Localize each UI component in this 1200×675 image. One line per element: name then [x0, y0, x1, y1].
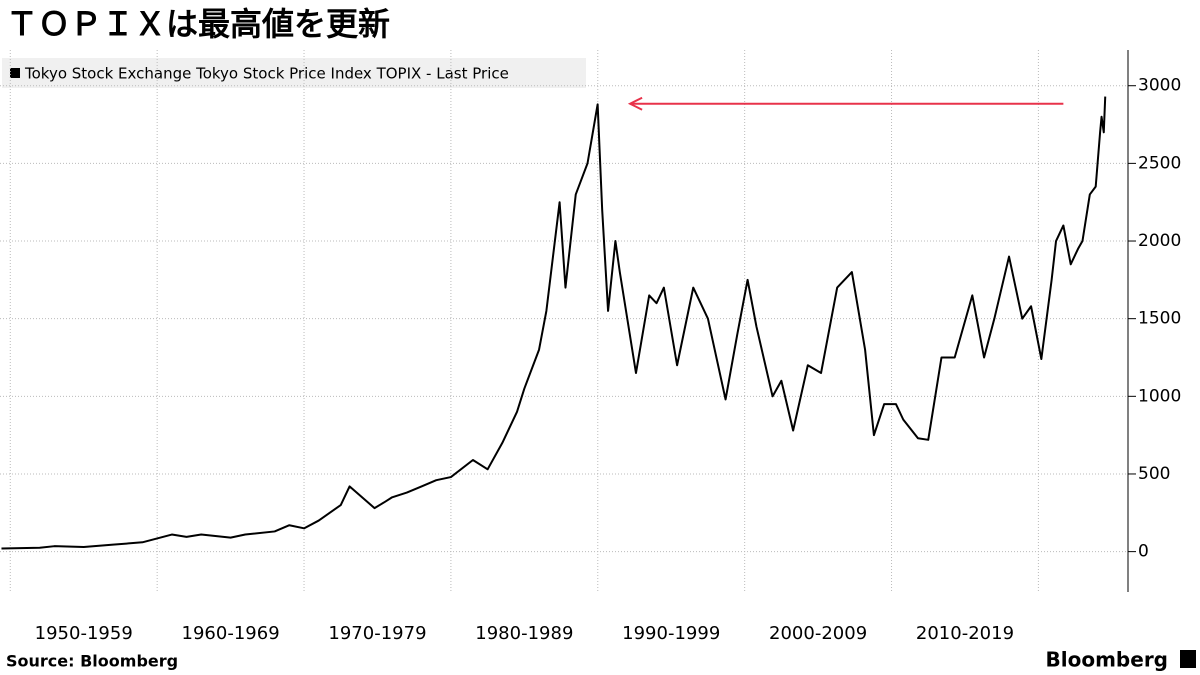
y-tick-label: 500 [1138, 464, 1170, 484]
x-tick-label: 1980-1989 [475, 623, 573, 644]
y-tick-label: 2500 [1138, 153, 1181, 173]
legend-label: Tokyo Stock Exchange Tokyo Stock Price I… [24, 65, 509, 83]
chart-title: ＴＯＰＩＸは最高値を更新 [6, 5, 390, 43]
y-tick-label: 0 [1138, 542, 1149, 562]
arrow-head [627, 96, 643, 111]
x-tick-label: 2000-2009 [769, 623, 867, 644]
legend-box [2, 58, 586, 88]
x-tick-label: 2010-2019 [916, 623, 1014, 644]
brand-icon [1180, 650, 1196, 668]
y-tick-label: 3000 [1138, 76, 1181, 96]
x-tick-label: 1960-1969 [182, 623, 280, 644]
source: Source: Bloomberg [6, 652, 178, 671]
data-line [1, 96, 1107, 550]
brand: Bloomberg [1046, 648, 1168, 672]
y-tick-label: 1500 [1138, 309, 1181, 329]
x-tick-label: 1990-1999 [622, 623, 720, 644]
legend-swatch [10, 68, 20, 78]
y-tick-label: 1000 [1138, 386, 1181, 406]
x-tick-label: 1950-1959 [35, 623, 133, 644]
x-tick-label: 1970-1979 [328, 623, 426, 644]
y-tick-label: 2000 [1138, 231, 1181, 251]
